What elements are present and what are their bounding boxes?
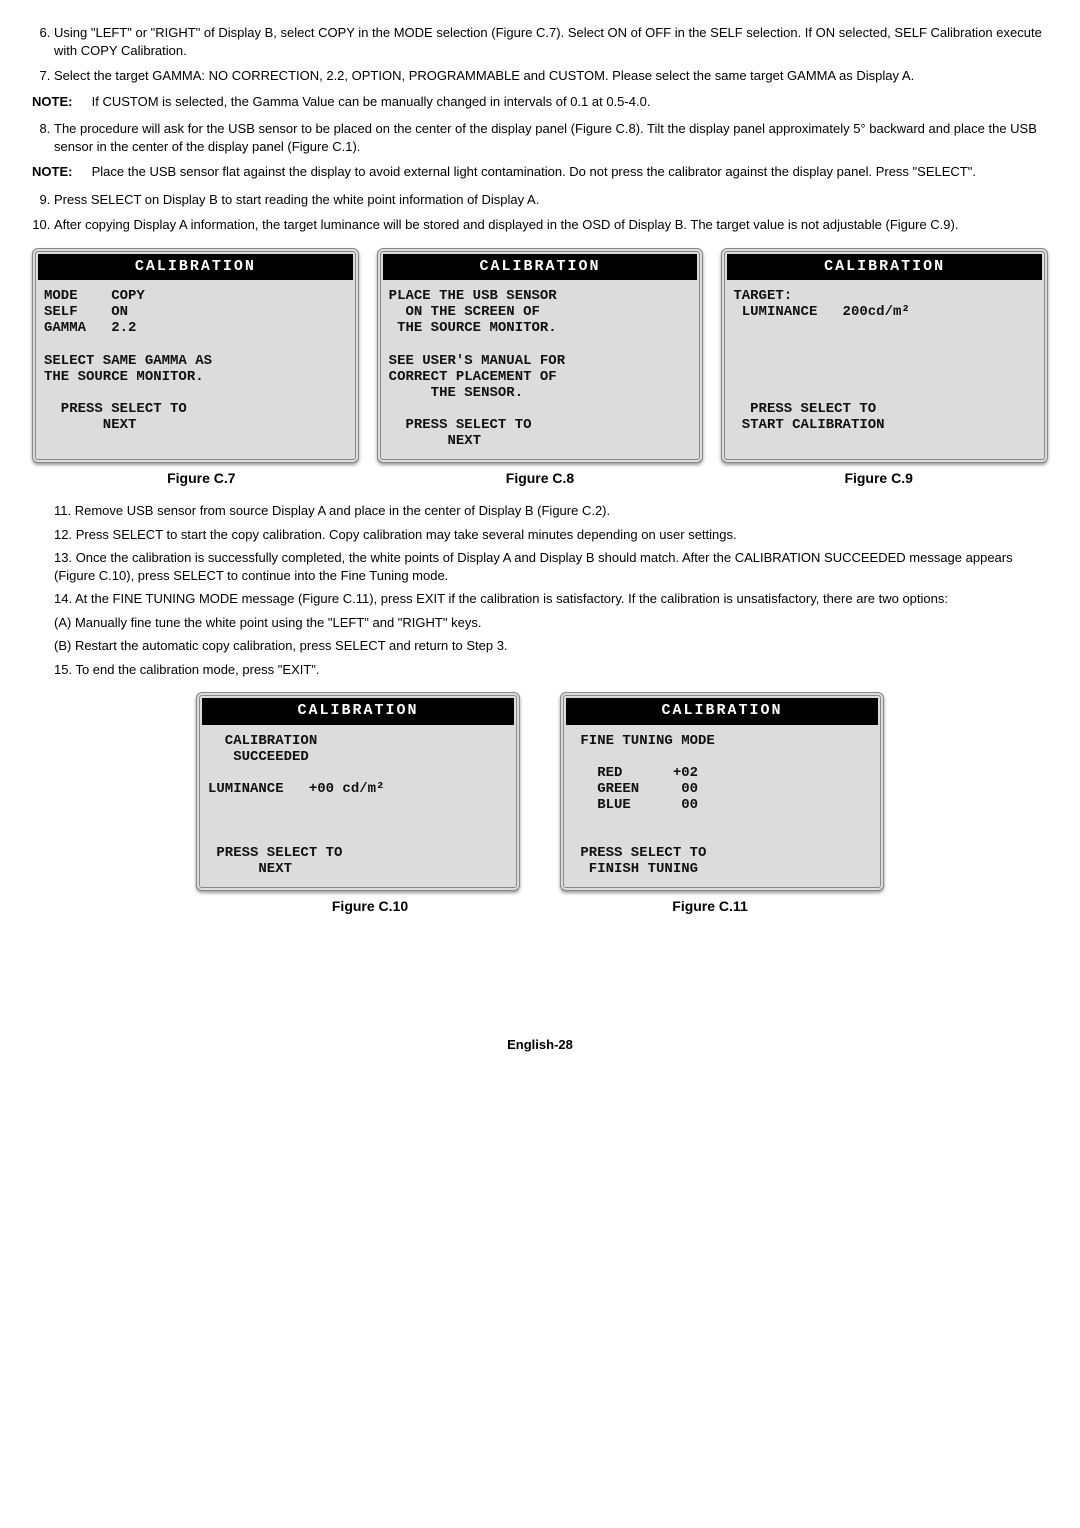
figure-caption-row-2: Figure C.10 Figure C.11	[32, 897, 1048, 916]
step-10: After copying Display A information, the…	[54, 216, 1048, 234]
caption-c7: Figure C.7	[32, 469, 371, 488]
step-9: Press SELECT on Display B to start readi…	[54, 191, 1048, 209]
step-14b: (B) Restart the automatic copy calibrati…	[54, 637, 1048, 655]
note-1-text: If CUSTOM is selected, the Gamma Value c…	[92, 93, 1012, 111]
panel-c8-body: PLACE THE USB SENSOR ON THE SCREEN OF TH…	[389, 288, 692, 449]
step-14a: (A) Manually fine tune the white point u…	[54, 614, 1048, 632]
panel-c8: CALIBRATION PLACE THE USB SENSOR ON THE …	[377, 248, 704, 463]
panel-c10-title: CALIBRATION	[202, 698, 514, 724]
caption-c9: Figure C.9	[709, 469, 1048, 488]
panel-c9-body: TARGET: LUMINANCE 200cd/m² PRESS SELECT …	[733, 288, 1036, 449]
figure-caption-row-1: Figure C.7 Figure C.8 Figure C.9	[32, 469, 1048, 488]
panel-c11: CALIBRATION FINE TUNING MODE RED +02 GRE…	[560, 692, 884, 891]
note-label: NOTE:	[32, 93, 88, 111]
panel-c11-body: FINE TUNING MODE RED +02 GREEN 00 BLUE 0…	[572, 733, 872, 878]
note-2: NOTE: Place the USB sensor flat against …	[32, 163, 1048, 181]
step-11: 11. Remove USB sensor from source Displa…	[54, 502, 1048, 520]
step-13: 13. Once the calibration is successfully…	[54, 549, 1048, 584]
step-list-4: 11. Remove USB sensor from source Displa…	[32, 502, 1048, 678]
panel-c9-title: CALIBRATION	[727, 254, 1042, 280]
note-1: NOTE: If CUSTOM is selected, the Gamma V…	[32, 93, 1048, 111]
panel-c7-body: MODE COPY SELF ON GAMMA 2.2 SELECT SAME …	[44, 288, 347, 449]
panel-c10-body: CALIBRATION SUCCEEDED LUMINANCE +00 cd/m…	[208, 733, 508, 878]
panel-c8-title: CALIBRATION	[383, 254, 698, 280]
panel-c11-title: CALIBRATION	[566, 698, 878, 724]
panels-row-1: CALIBRATION MODE COPY SELF ON GAMMA 2.2 …	[32, 248, 1048, 463]
step-list-2: The procedure will ask for the USB senso…	[32, 120, 1048, 155]
step-14: 14. At the FINE TUNING MODE message (Fig…	[54, 590, 1048, 608]
panel-c7: CALIBRATION MODE COPY SELF ON GAMMA 2.2 …	[32, 248, 359, 463]
panel-c10: CALIBRATION CALIBRATION SUCCEEDED LUMINA…	[196, 692, 520, 891]
caption-c11: Figure C.11	[560, 897, 860, 916]
step-list-1: Using "LEFT" or "RIGHT" of Display B, se…	[32, 24, 1048, 85]
step-12: 12. Press SELECT to start the copy calib…	[54, 526, 1048, 544]
panel-c7-title: CALIBRATION	[38, 254, 353, 280]
panels-row-2: CALIBRATION CALIBRATION SUCCEEDED LUMINA…	[32, 692, 1048, 891]
step-6: Using "LEFT" or "RIGHT" of Display B, se…	[54, 24, 1048, 59]
panel-c9: CALIBRATION TARGET: LUMINANCE 200cd/m² P…	[721, 248, 1048, 463]
note-2-text: Place the USB sensor flat against the di…	[92, 163, 1012, 181]
note-label-2: NOTE:	[32, 163, 88, 181]
page-number: English-28	[32, 1036, 1048, 1054]
step-list-3: Press SELECT on Display B to start readi…	[32, 191, 1048, 234]
step-8: The procedure will ask for the USB senso…	[54, 120, 1048, 155]
caption-c10: Figure C.10	[220, 897, 520, 916]
caption-c8: Figure C.8	[371, 469, 710, 488]
step-15: 15. To end the calibration mode, press "…	[54, 661, 1048, 679]
step-7: Select the target GAMMA: NO CORRECTION, …	[54, 67, 1048, 85]
